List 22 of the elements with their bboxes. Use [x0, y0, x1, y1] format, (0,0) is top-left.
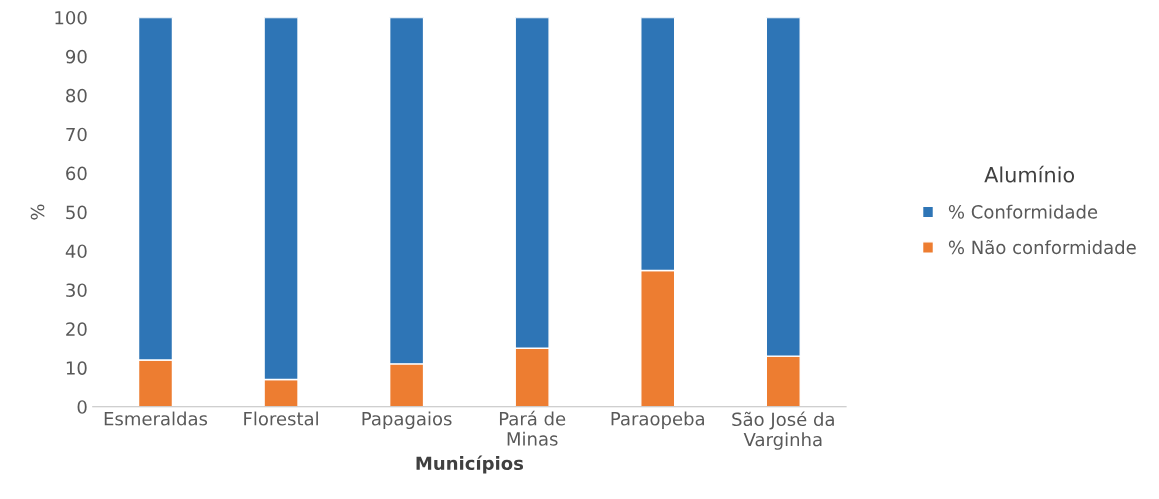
legend-label: % Conformidade	[948, 204, 1098, 219]
y-tick-label: 40	[65, 244, 87, 259]
x-tick-label: Florestal	[244, 411, 318, 426]
x-tick-label: Paraopeba	[611, 411, 704, 430]
x-tick-label: Esmeraldas	[104, 411, 208, 426]
y-tick-label: 20	[66, 322, 87, 336]
y-tick-label: 80	[66, 88, 87, 103]
y-tick-label: 70	[66, 127, 87, 142]
y-tick-label: 0	[77, 400, 87, 414]
x-tick-label: Pará de Minas	[499, 410, 566, 446]
y-tick-label: 10	[66, 361, 87, 375]
y-tick-label: 100	[55, 10, 87, 25]
x-tick-label: Papagaios	[362, 411, 452, 430]
x-tick-label: São José da Varginha	[732, 411, 834, 450]
legend-label: % Não conformidade	[948, 239, 1136, 255]
y-tick-label: 90	[66, 49, 87, 64]
legend-title: Alumínio	[984, 165, 1075, 183]
y-tick-label: 30	[66, 283, 87, 298]
y-tick-label: 50	[66, 205, 87, 220]
x-axis-title: Municípios	[416, 455, 524, 474]
y-axis-title: %	[30, 204, 45, 220]
y-tick-label: 60	[66, 166, 87, 181]
